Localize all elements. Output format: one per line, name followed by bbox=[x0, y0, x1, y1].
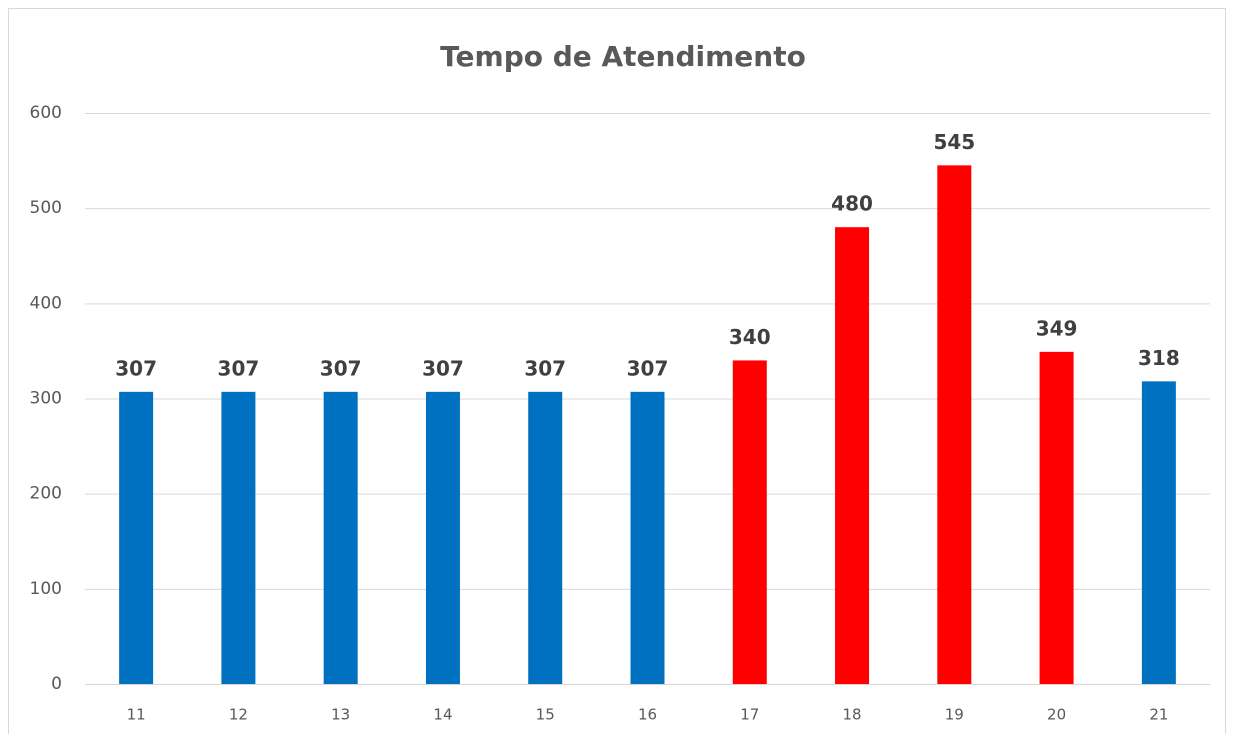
y-tick-label: 0 bbox=[51, 674, 62, 694]
bar bbox=[528, 391, 563, 684]
bar bbox=[323, 391, 358, 684]
x-tick-label: 15 bbox=[536, 706, 555, 724]
y-tick-label: 500 bbox=[30, 198, 62, 218]
chart-border bbox=[8, 8, 1226, 734]
bar bbox=[1039, 351, 1074, 684]
data-label: 307 bbox=[218, 356, 260, 380]
bar bbox=[937, 165, 972, 684]
data-label: 340 bbox=[729, 325, 771, 349]
chart-title: Tempo de Atendimento bbox=[440, 40, 806, 73]
x-tick-label: 21 bbox=[1149, 706, 1168, 724]
y-tick-label: 200 bbox=[30, 484, 62, 504]
data-label: 307 bbox=[524, 356, 566, 380]
data-label: 307 bbox=[115, 356, 157, 380]
x-tick-label: 14 bbox=[433, 706, 452, 724]
x-tick-label: 13 bbox=[331, 706, 350, 724]
y-tick-label: 300 bbox=[30, 389, 62, 409]
data-label: 318 bbox=[1138, 346, 1180, 370]
x-tick-label: 20 bbox=[1047, 706, 1066, 724]
bar bbox=[732, 360, 767, 684]
bar bbox=[835, 227, 870, 684]
x-tick-label: 16 bbox=[638, 706, 657, 724]
bar bbox=[425, 391, 460, 684]
x-tick-label: 17 bbox=[740, 706, 759, 724]
bar bbox=[1141, 381, 1176, 684]
data-label: 480 bbox=[831, 192, 873, 216]
y-tick-label: 400 bbox=[30, 293, 62, 313]
bar bbox=[221, 391, 256, 684]
data-label: 307 bbox=[320, 356, 362, 380]
data-label: 307 bbox=[627, 356, 669, 380]
y-tick-label: 100 bbox=[30, 579, 62, 599]
data-label: 307 bbox=[422, 356, 464, 380]
x-tick-label: 12 bbox=[229, 706, 248, 724]
bar bbox=[630, 391, 665, 684]
y-tick-label: 600 bbox=[30, 103, 62, 123]
data-label: 545 bbox=[933, 130, 975, 154]
x-tick-label: 18 bbox=[842, 706, 861, 724]
bar bbox=[119, 391, 154, 684]
x-tick-label: 19 bbox=[945, 706, 964, 724]
x-tick-label: 11 bbox=[127, 706, 146, 724]
data-label: 349 bbox=[1036, 316, 1078, 340]
